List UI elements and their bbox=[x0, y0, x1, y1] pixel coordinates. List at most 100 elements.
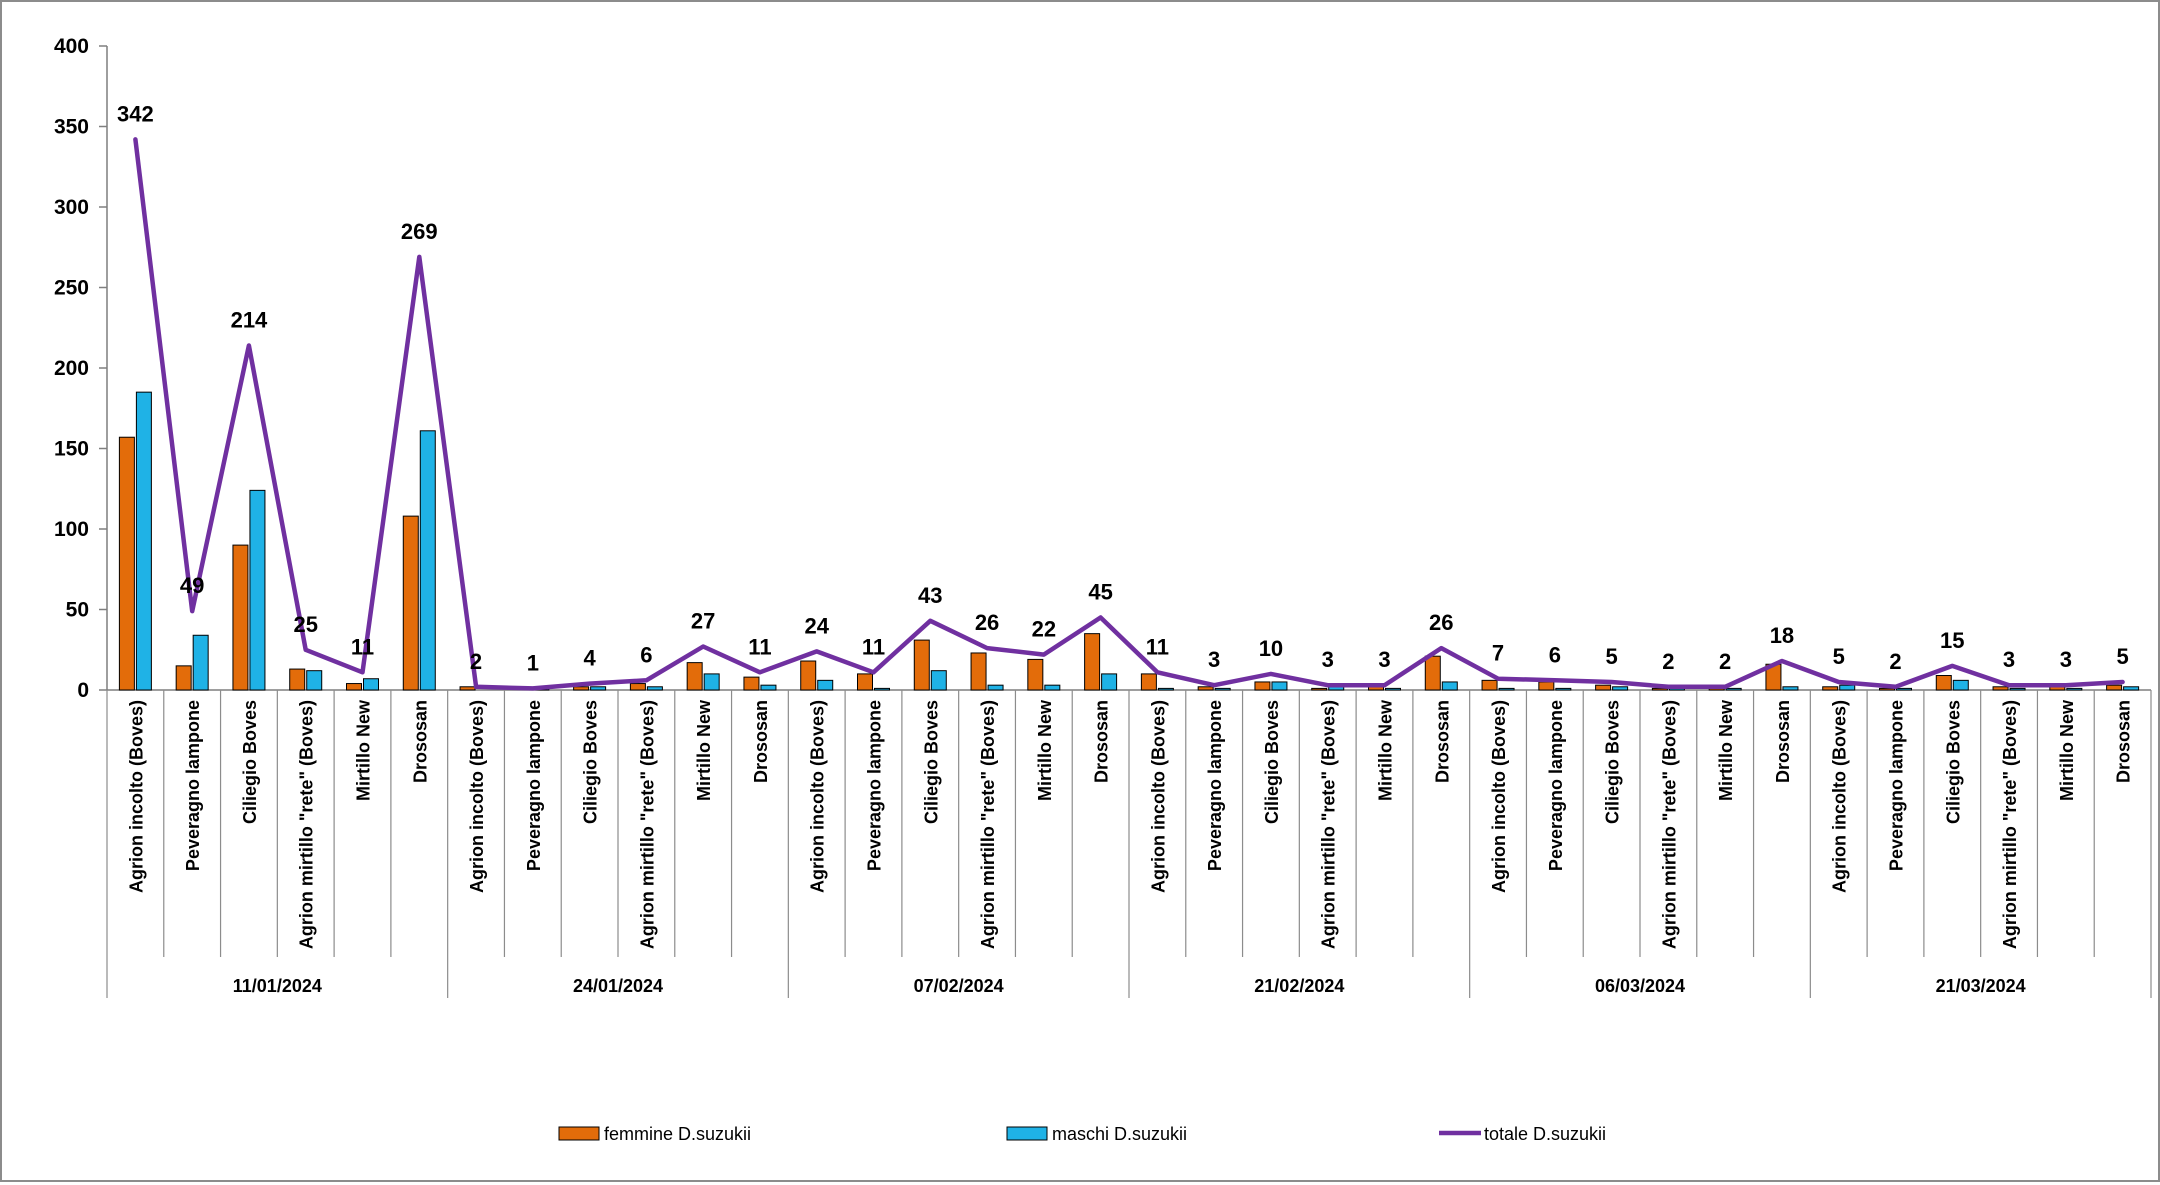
category-label: Ciliegio Boves bbox=[1262, 700, 1282, 824]
legend-layer: femmine D.suzukii maschi D.suzukii totale … bbox=[558, 1124, 1606, 1144]
data-label-totale: 5 bbox=[1833, 644, 1845, 669]
category-label: Peveragno lampone bbox=[1887, 700, 1907, 871]
data-label-totale: 5 bbox=[1605, 644, 1617, 669]
data-label-totale: 6 bbox=[1549, 642, 1561, 667]
legend-swatch bbox=[1006, 1126, 1048, 1141]
data-label-totale: 26 bbox=[1429, 610, 1453, 635]
category-label: Mirtillo New bbox=[694, 699, 714, 801]
bar-femmine bbox=[800, 660, 817, 691]
data-label-totale: 4 bbox=[583, 646, 596, 671]
group-label: 07/02/2024 bbox=[914, 976, 1004, 996]
category-label: Mirtillo New bbox=[1376, 699, 1396, 801]
bar-femmine bbox=[970, 652, 987, 691]
bar-femmine bbox=[857, 673, 873, 691]
data-label-totale: 342 bbox=[117, 101, 154, 126]
bar-femmine bbox=[1992, 686, 2009, 691]
bar-maschi bbox=[646, 686, 663, 691]
category-label: Drososan bbox=[1432, 700, 1452, 783]
data-label-totale: 5 bbox=[2116, 644, 2128, 669]
group-label: 24/01/2024 bbox=[573, 976, 663, 996]
category-label: Ciliegio Boves bbox=[1943, 700, 1963, 824]
bar-maschi bbox=[1725, 687, 1742, 691]
bar-maschi bbox=[817, 679, 834, 691]
bar-femmine bbox=[1538, 681, 1555, 691]
bar-maschi bbox=[930, 670, 947, 691]
bars-layer bbox=[118, 391, 2140, 691]
group-label: 11/01/2024 bbox=[233, 976, 322, 996]
bar-maschi bbox=[363, 678, 379, 691]
bar-femmine bbox=[1481, 679, 1498, 691]
data-label-totale: 45 bbox=[1088, 580, 1112, 605]
data-label-totale: 27 bbox=[691, 609, 715, 634]
data-label-totale: 3 bbox=[1378, 647, 1390, 672]
y-tick-label: 0 bbox=[77, 679, 89, 702]
bar-maschi bbox=[760, 684, 777, 691]
bar-maschi bbox=[306, 670, 323, 691]
bar-femmine bbox=[1822, 686, 1839, 691]
data-label-totale: 15 bbox=[1940, 628, 1964, 653]
bar-femmine bbox=[1595, 684, 1612, 691]
data-label-totale: 2 bbox=[1889, 649, 1901, 674]
bar-maschi bbox=[1214, 687, 1231, 691]
legend-swatch bbox=[558, 1126, 600, 1141]
bar-maschi bbox=[1952, 679, 1969, 691]
y-tick-label: 50 bbox=[66, 599, 89, 622]
category-label: Ciliegio Boves bbox=[240, 700, 260, 824]
axes-layer: 0 50 100 150 200 250 300 350 400 bbox=[54, 35, 2152, 998]
data-label-totale: 22 bbox=[1032, 617, 1056, 642]
bar-femmine bbox=[2106, 684, 2123, 691]
line-layer bbox=[133, 137, 2125, 691]
category-label: Mirtillo New bbox=[1716, 699, 1736, 801]
bar-maschi bbox=[192, 634, 209, 691]
data-label-totale: 24 bbox=[804, 613, 829, 638]
bar-femmine bbox=[629, 683, 646, 691]
legend-label: totale D.suzukii bbox=[1484, 1124, 1606, 1144]
bar-femmine bbox=[459, 686, 476, 691]
bar-maschi bbox=[1157, 687, 1174, 691]
bar-femmine bbox=[175, 665, 192, 691]
legend-label: femmine D.suzukii bbox=[604, 1124, 751, 1144]
bar-femmine bbox=[1879, 687, 1895, 691]
bar-maschi bbox=[987, 684, 1004, 691]
bar-maschi bbox=[1839, 684, 1856, 691]
bar-maschi bbox=[590, 686, 607, 691]
bar-femmine bbox=[686, 662, 703, 691]
category-label: Agrion incolto (Boves) bbox=[1830, 700, 1850, 893]
group-label: 21/02/2024 bbox=[1254, 976, 1344, 996]
category-label: Agrion mirtillo "rete" (Boves) bbox=[297, 700, 317, 949]
y-tick-label: 300 bbox=[54, 196, 89, 219]
bar-maschi bbox=[1044, 684, 1061, 691]
bar-femmine bbox=[743, 676, 760, 691]
bar-femmine bbox=[289, 668, 306, 691]
bar-maschi bbox=[419, 430, 436, 691]
data-label-totale: 11 bbox=[862, 634, 885, 659]
category-label: Mirtillo New bbox=[1035, 699, 1055, 801]
data-label-totale: 214 bbox=[231, 307, 268, 332]
bar-femmine bbox=[1140, 673, 1157, 691]
data-label-totale: 269 bbox=[401, 219, 438, 244]
bar-femmine bbox=[346, 683, 362, 691]
data-label-totale: 11 bbox=[1146, 634, 1169, 659]
category-label: Peveragno lampone bbox=[183, 700, 203, 871]
data-label-totale: 3 bbox=[2060, 647, 2072, 672]
category-label: Peveragno lampone bbox=[865, 700, 885, 871]
data-label-totale: 2 bbox=[1719, 649, 1731, 674]
data-label-totale: 3 bbox=[1208, 647, 1220, 672]
bar-femmine bbox=[1197, 686, 1214, 691]
data-label-totale: 3 bbox=[2003, 647, 2015, 672]
category-label: Ciliegio Boves bbox=[1603, 700, 1623, 824]
bar-femmine bbox=[913, 639, 930, 691]
bar-maschi bbox=[2009, 687, 2026, 691]
data-label-totale: 25 bbox=[293, 612, 317, 637]
bar-maschi bbox=[2123, 686, 2140, 691]
category-label: Agrion incolto (Boves) bbox=[808, 700, 828, 893]
bar-maschi bbox=[2066, 687, 2083, 691]
y-tick-label: 400 bbox=[54, 35, 89, 58]
bar-femmine bbox=[1935, 675, 1952, 691]
data-label-totale: 2 bbox=[470, 649, 482, 674]
bar-femmine bbox=[1027, 658, 1044, 691]
bar-maschi bbox=[1555, 687, 1572, 691]
bar-maschi bbox=[1896, 687, 1912, 691]
category-label: Drososan bbox=[410, 700, 430, 783]
